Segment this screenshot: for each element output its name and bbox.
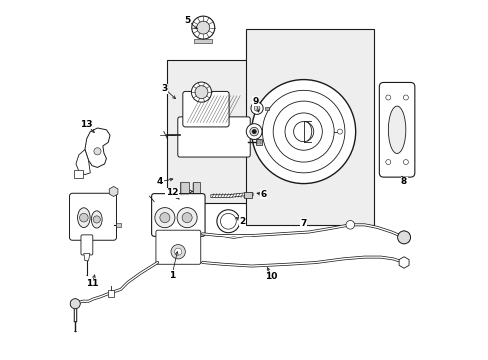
FancyBboxPatch shape [81,235,93,255]
Bar [255,129,262,134]
Circle shape [80,213,88,222]
Bar [246,30,373,225]
Ellipse shape [78,208,90,228]
FancyBboxPatch shape [156,230,201,264]
Bar [180,182,188,196]
Circle shape [346,221,354,229]
Bar [265,107,268,110]
Polygon shape [83,253,90,261]
Bar [74,170,83,178]
Circle shape [385,95,390,100]
Text: 6: 6 [260,190,266,199]
Circle shape [70,299,80,309]
Circle shape [337,129,342,134]
Circle shape [246,124,262,139]
Circle shape [191,82,211,102]
Bar [167,60,265,203]
Ellipse shape [91,211,102,228]
Circle shape [177,208,197,228]
Circle shape [293,122,313,141]
Circle shape [196,21,209,34]
Bar [194,39,212,42]
Circle shape [171,244,185,259]
Text: 12: 12 [165,188,178,197]
Circle shape [397,231,410,244]
Circle shape [285,113,322,150]
Circle shape [250,102,263,114]
Circle shape [93,216,100,223]
Text: 13: 13 [81,120,93,129]
Text: 1: 1 [168,270,175,279]
Circle shape [191,16,214,39]
Circle shape [385,159,390,165]
Circle shape [94,148,101,155]
Circle shape [403,95,407,100]
Text: 7: 7 [300,219,306,228]
Text: 10: 10 [264,272,277,281]
FancyBboxPatch shape [69,193,116,240]
Circle shape [403,159,407,165]
FancyBboxPatch shape [379,82,414,177]
Circle shape [160,213,169,223]
Text: 8: 8 [400,177,407,186]
Circle shape [251,130,256,134]
Circle shape [254,105,260,111]
Circle shape [195,86,207,99]
FancyBboxPatch shape [183,91,228,127]
Text: 9: 9 [251,96,258,105]
Circle shape [273,101,333,162]
Bar [255,139,262,145]
Circle shape [251,80,355,184]
Circle shape [182,213,192,223]
FancyBboxPatch shape [151,194,204,236]
Polygon shape [85,128,110,167]
Bar [107,290,114,297]
FancyBboxPatch shape [178,117,250,157]
Circle shape [249,127,258,136]
Circle shape [174,248,182,255]
Ellipse shape [387,106,405,153]
Bar [116,223,121,226]
Circle shape [155,208,175,228]
Text: 3: 3 [161,84,167,93]
Text: 11: 11 [86,279,98,288]
Bar [192,182,200,194]
Text: 2: 2 [239,217,245,226]
Bar [244,192,252,198]
Text: 4: 4 [157,177,163,186]
Polygon shape [76,149,90,175]
Text: 5: 5 [184,16,191,25]
Circle shape [262,90,344,173]
